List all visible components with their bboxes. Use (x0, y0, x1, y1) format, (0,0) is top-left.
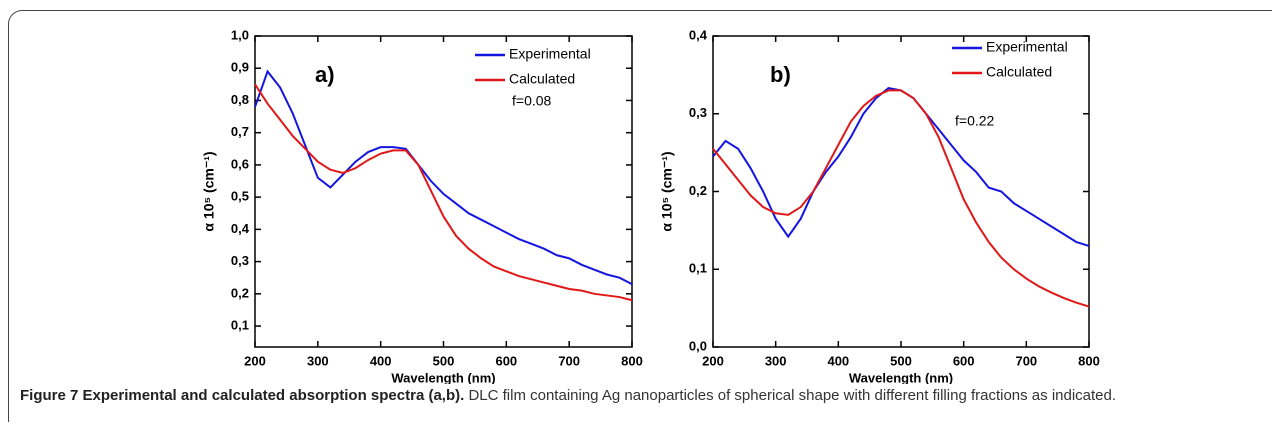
y-tick-label: 0,5 (231, 189, 249, 204)
y-tick-label: 0,1 (689, 261, 707, 276)
charts: 200 300 400 500 600 700 800 0,1 0,2 0,3 0,4 0,5 0,6 0… (201, 27, 1100, 384)
x-tick-label: 500 (890, 353, 912, 368)
y-tick-label: 0,2 (231, 285, 249, 300)
x-tick-label: 200 (244, 353, 266, 368)
x-axis-label: Wavelength (nm) (849, 370, 953, 384)
legend-label: Experimental (986, 39, 1068, 55)
panel-label: a) (315, 62, 335, 87)
legend-label: Calculated (986, 64, 1052, 80)
x-tick-label: 200 (702, 353, 724, 368)
x-tick-label: 600 (953, 353, 975, 368)
y-tick-label: 0,2 (689, 183, 707, 198)
y-tick-label: 0,1 (231, 317, 249, 332)
x-tick-label: 300 (307, 353, 329, 368)
y-tick-label: 0,4 (689, 27, 708, 42)
y-axis-label: α 10⁵ (cm⁻¹) (659, 151, 675, 231)
x-tick-label: 400 (827, 353, 849, 368)
y-tick-label: 0,9 (231, 60, 249, 75)
x-tick-label: 400 (370, 353, 392, 368)
legend-label: Calculated (509, 71, 575, 87)
y-tick-label: 0,3 (689, 105, 707, 120)
x-tick-label: 300 (765, 353, 787, 368)
caption-text: DLC film containing Ag nanoparticles of … (468, 387, 1117, 404)
data-line (254, 69, 633, 286)
caption: Figure 7 Experimental and calculated abs… (20, 386, 1260, 405)
plot-frame (254, 35, 633, 348)
y-tick-label: 0,0 (689, 338, 707, 353)
figure-frame (8, 10, 1272, 422)
y-tick-label: 1,0 (231, 27, 249, 42)
x-axis-label: Wavelength (nm) (391, 370, 495, 384)
data-line (712, 89, 1090, 308)
y-tick-label: 0,8 (231, 92, 249, 107)
annotation: f=0.22 (955, 113, 995, 129)
x-tick-label: 700 (558, 353, 580, 368)
x-tick-label: 700 (1015, 353, 1037, 368)
caption-label: Figure 7 Experimental and calculated abs… (20, 387, 465, 404)
x-tick-label: 800 (1078, 353, 1100, 368)
y-tick-label: 0,3 (231, 253, 249, 268)
data-line (254, 83, 633, 302)
y-tick-label: 0,6 (231, 156, 249, 171)
legend-label: Experimental (509, 46, 591, 62)
y-tick-label: 0,7 (231, 124, 249, 139)
x-tick-label: 600 (495, 353, 517, 368)
x-tick-label: 800 (621, 353, 643, 368)
y-tick-label: 0,4 (231, 221, 250, 236)
y-axis-label: α 10⁵ (cm⁻¹) (201, 151, 217, 231)
annotation: f=0.08 (512, 93, 552, 109)
data-line (712, 87, 1090, 247)
panel-label: b) (770, 62, 791, 87)
x-tick-label: 500 (433, 353, 455, 368)
